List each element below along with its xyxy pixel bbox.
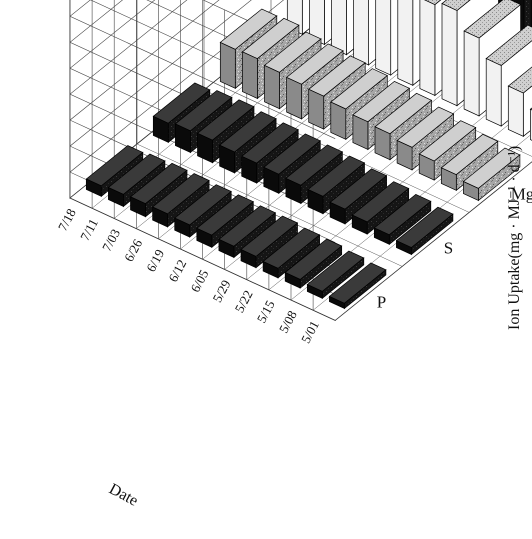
bar-side — [197, 132, 213, 164]
bar-Mg-5-08 — [440, 133, 499, 192]
date-tick-label: 6/26 — [121, 236, 145, 264]
date-tick-label: 6/19 — [143, 247, 167, 274]
bar-side — [308, 88, 325, 130]
bar-side — [485, 58, 502, 127]
bar-P-5-01 — [328, 262, 387, 310]
floor-grid-line — [136, 143, 403, 267]
ion-axis-label: Mg — [511, 184, 532, 203]
bar-side — [152, 206, 168, 228]
bar-side — [286, 76, 302, 120]
bar-side — [329, 201, 346, 225]
ion-axis-label: P — [377, 292, 386, 311]
bar-side — [419, 0, 436, 97]
bar-side — [329, 295, 345, 310]
bar-S-5-01 — [395, 206, 454, 256]
bar-P-5-29 — [240, 215, 299, 269]
bar-side — [330, 101, 347, 140]
bar-side — [262, 260, 279, 279]
bar-side — [507, 85, 524, 137]
bar-P-6-05 — [218, 205, 277, 259]
x-axis-title: Date — [106, 481, 141, 510]
bar-side — [219, 144, 235, 174]
bar-S-5-22 — [329, 168, 388, 225]
bar-side — [351, 214, 368, 235]
bar-side — [440, 167, 457, 191]
bar-side — [463, 180, 479, 202]
bar-side — [263, 166, 280, 194]
ion-axis-label: S — [444, 238, 453, 257]
bar-side — [373, 227, 390, 245]
bars-layer — [85, 0, 532, 310]
bar-side — [418, 153, 435, 181]
bar-side — [264, 64, 280, 110]
bar-side — [85, 178, 102, 197]
bar-side — [285, 177, 302, 205]
bar-P-5-22 — [262, 227, 321, 279]
bar-side — [397, 0, 414, 86]
date-tick-label: 5/29 — [209, 277, 233, 304]
bar-side — [463, 30, 480, 117]
bar-side — [242, 51, 258, 100]
bar-side — [353, 0, 369, 66]
bar-Ca-5-08 — [507, 66, 532, 138]
date-tick-label: 7/11 — [77, 216, 101, 243]
bar-side — [306, 283, 323, 299]
bar-side — [241, 155, 258, 184]
bar-side — [396, 139, 413, 171]
bar-S-5-29 — [307, 155, 366, 215]
bar-side — [374, 126, 391, 161]
bar-side — [218, 238, 235, 259]
bar-side — [196, 227, 213, 248]
bar-Mg-5-01 — [462, 147, 521, 202]
bar-side — [108, 186, 124, 208]
bar-side — [375, 0, 392, 76]
date-tick-label: 5/22 — [232, 288, 256, 315]
bar-side — [240, 248, 257, 269]
date-tick-label: 7/18 — [55, 206, 79, 233]
bar-side — [174, 217, 191, 238]
bar-side — [307, 188, 324, 215]
bar-S-5-08 — [373, 193, 432, 246]
bar-P-5-15 — [284, 238, 343, 289]
bar-side — [352, 114, 369, 151]
bar-side — [219, 41, 236, 89]
bar-side — [152, 115, 169, 143]
date-tick-label: 5/01 — [298, 318, 322, 345]
bar-side — [175, 123, 191, 154]
bar-side — [284, 271, 301, 289]
date-tick-label: 5/15 — [254, 298, 278, 325]
date-tick-label: 7/03 — [99, 226, 123, 253]
bar-P-6-12 — [196, 194, 254, 249]
bar-P-5-08 — [306, 250, 365, 300]
date-tick-label: 6/12 — [165, 257, 189, 284]
bar-side — [396, 240, 412, 256]
date-tick-label: 6/05 — [187, 267, 211, 294]
bar-side — [441, 3, 458, 107]
date-tick-label: 5/08 — [276, 308, 300, 335]
z-axis-title: Ion Uptake(mg · MJ⁻¹ · d⁻¹) — [506, 146, 523, 330]
bar-side — [130, 196, 146, 218]
